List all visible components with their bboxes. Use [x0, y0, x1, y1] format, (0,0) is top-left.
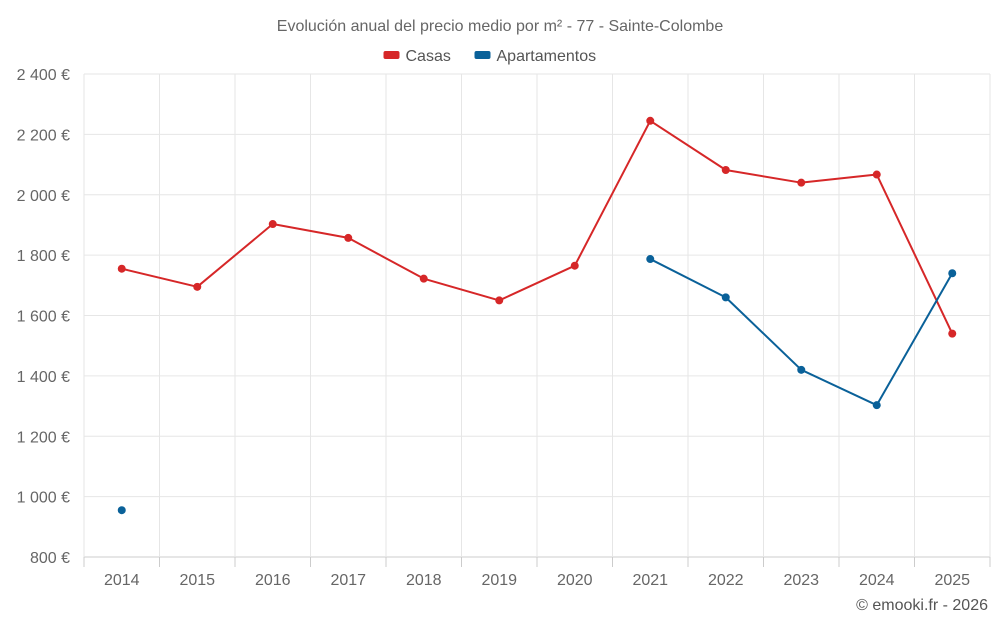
y-tick-label: 2 400 €	[17, 67, 70, 84]
series-line-apartamentos	[649, 258, 954, 407]
data-point-apartamentos[interactable]	[117, 506, 126, 515]
x-tick-label: 2025	[934, 572, 970, 589]
data-point-casas[interactable]	[570, 261, 579, 270]
legend[interactable]: Casas Apartamentos	[383, 48, 597, 65]
y-tick-label: 1 400 €	[17, 369, 70, 386]
y-tick-label: 1 800 €	[17, 248, 70, 265]
x-tick-label: 2016	[255, 572, 291, 589]
y-tick-label: 2 000 €	[17, 188, 70, 205]
grid	[83, 73, 991, 567]
series-points	[117, 116, 957, 515]
data-point-casas[interactable]	[948, 329, 957, 338]
data-point-casas[interactable]	[419, 274, 428, 283]
x-tick-label: 2017	[330, 572, 366, 589]
legend-swatch-casas	[383, 51, 400, 59]
x-tick-label: 2014	[104, 572, 140, 589]
data-point-casas[interactable]	[797, 178, 806, 187]
legend-item-casas[interactable]: Casas	[383, 48, 451, 65]
y-tick-label: 1 600 €	[17, 309, 70, 326]
legend-item-apartamentos[interactable]: Apartamentos	[474, 48, 597, 65]
data-point-apartamentos[interactable]	[797, 365, 806, 374]
data-point-apartamentos[interactable]	[872, 401, 881, 410]
data-point-apartamentos[interactable]	[721, 293, 730, 302]
x-tick-label: 2018	[406, 572, 442, 589]
legend-label-casas: Casas	[406, 48, 451, 65]
series-line-casas	[120, 119, 954, 335]
x-tick-label: 2015	[179, 572, 215, 589]
x-tick-label: 2023	[783, 572, 819, 589]
legend-swatch-apartamentos	[474, 51, 491, 59]
data-point-casas[interactable]	[872, 170, 881, 179]
data-point-apartamentos[interactable]	[646, 255, 655, 264]
data-point-apartamentos[interactable]	[948, 269, 957, 278]
y-tick-label: 1 200 €	[17, 429, 70, 446]
data-point-casas[interactable]	[721, 165, 730, 174]
y-tick-label: 800 €	[30, 550, 70, 567]
x-tick-label: 2024	[859, 572, 895, 589]
x-tick-label: 2020	[557, 572, 593, 589]
x-tick-label: 2021	[632, 572, 668, 589]
legend-label-apartamentos: Apartamentos	[497, 48, 597, 65]
x-tick-label: 2019	[481, 572, 517, 589]
y-tick-label: 1 000 €	[17, 490, 70, 507]
data-point-casas[interactable]	[117, 264, 126, 273]
y-axis-labels: 800 € 1 000 € 1 200 € 1 400 € 1 600 € 1 800 €…	[17, 67, 70, 567]
data-point-casas[interactable]	[268, 220, 277, 229]
y-tick-label: 2 200 €	[17, 127, 70, 144]
x-tick-label: 2022	[708, 572, 744, 589]
data-point-casas[interactable]	[193, 282, 202, 291]
data-point-casas[interactable]	[344, 233, 353, 242]
data-point-casas[interactable]	[495, 296, 504, 305]
data-point-casas[interactable]	[646, 116, 655, 125]
x-axis-labels: 2014 2015 2016 2017 2018 2019 2020 2021 2022 2023…	[104, 572, 970, 589]
chart-title: Evolución anual del precio medio por m² …	[277, 18, 724, 35]
credit-text: © emooki.fr - 2026	[856, 597, 988, 614]
